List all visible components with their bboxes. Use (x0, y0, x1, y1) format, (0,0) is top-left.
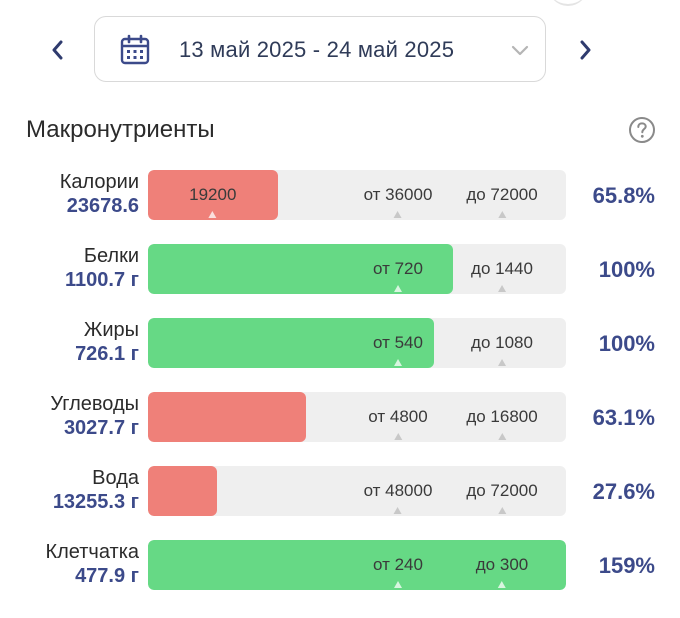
macro-row: Калории 23678.6 19200 от 36000 до 72000 65.8% (0, 170, 680, 220)
macro-label: Белки 1100.7 г (65, 244, 139, 292)
macro-progress-track: 19200 от 36000 до 72000 (148, 170, 566, 220)
macro-progress-fill (148, 244, 454, 294)
help-icon[interactable] (628, 116, 656, 144)
macro-percent: 100% (598, 257, 655, 282)
macro-progress-track: от 720 до 1440 (148, 244, 566, 294)
section-title: Макронутриенты (26, 116, 215, 143)
macro-label: Жиры 726.1 г (75, 318, 139, 366)
chevron-left-icon (52, 40, 63, 60)
macro-max-marker: до 300 (476, 540, 528, 590)
macro-name: Калории (59, 171, 139, 193)
macro-max-marker: до 1080 (471, 318, 533, 368)
macro-min-marker: от 4800 (368, 392, 428, 442)
macro-value: 13255.3 г (52, 491, 139, 513)
date-range-selector[interactable]: 13 май 2025 - 24 май 2025 (94, 16, 546, 82)
macro-max-marker: до 16800 (466, 392, 538, 442)
macro-progress-track: от 48000 до 72000 (148, 466, 566, 516)
macro-progress-fill (148, 466, 217, 516)
macro-value: 3027.7 г (63, 417, 139, 439)
macro-min-marker: от 720 (373, 244, 423, 294)
calendar-icon (120, 34, 150, 65)
macro-progress-fill (148, 392, 306, 442)
macro-label: Клетчатка 477.9 г (45, 540, 139, 588)
macro-value: 477.9 г (75, 565, 139, 587)
macro-value: 1100.7 г (65, 269, 139, 291)
macro-percent: 27.6% (592, 479, 655, 504)
macro-min-marker: от 540 (373, 318, 423, 368)
top-decoration (548, 0, 588, 6)
macro-label: Углеводы 3027.7 г (50, 392, 139, 440)
macro-max-marker: до 72000 (466, 170, 538, 220)
macro-name: Жиры (83, 319, 139, 341)
macro-row: Клетчатка 477.9 г от 240 до 300 159% (0, 540, 680, 590)
macro-progress-fill (148, 318, 435, 368)
macro-percent: 63.1% (592, 405, 655, 430)
chevron-down-icon (511, 45, 529, 56)
macro-max-marker: до 1440 (471, 244, 533, 294)
prev-period-button[interactable] (44, 36, 72, 64)
macro-progress-fill (148, 540, 566, 590)
next-period-button[interactable] (571, 36, 599, 64)
macro-progress-track: от 4800 до 16800 (148, 392, 566, 442)
macro-row: Вода 13255.3 г от 48000 до 72000 27.6% (0, 466, 680, 516)
macro-min-marker: от 48000 (364, 466, 432, 516)
macro-row: Белки 1100.7 г от 720 до 1440 100% (0, 244, 680, 294)
macro-name: Белки (83, 245, 139, 267)
macro-label: Калории 23678.6 (60, 170, 139, 218)
macro-max-marker: до 72000 (466, 466, 538, 516)
macro-label: Вода 13255.3 г (53, 466, 139, 514)
macro-progress-track: от 240 до 300 (148, 540, 566, 590)
macro-min-marker: от 36000 (364, 170, 432, 220)
macro-name: Клетчатка (45, 541, 139, 563)
macro-percent: 100% (598, 331, 655, 356)
macro-value: 726.1 г (75, 343, 139, 365)
macro-min-marker: от 240 (373, 540, 423, 590)
macro-name: Углеводы (50, 393, 139, 415)
macro-percent: 159% (598, 553, 655, 578)
macro-progress-track: от 540 до 1080 (148, 318, 566, 368)
macro-value: 23678.6 (66, 195, 139, 217)
macro-row: Углеводы 3027.7 г от 4800 до 16800 63.1% (0, 392, 680, 442)
macro-percent: 65.8% (592, 183, 655, 208)
macro-current-marker: 19200 (189, 170, 236, 220)
macro-name: Вода (92, 467, 139, 489)
date-range-text: 13 май 2025 - 24 май 2025 (179, 37, 455, 62)
macro-row: Жиры 726.1 г от 540 до 1080 100% (0, 318, 680, 368)
chevron-right-icon (580, 40, 591, 60)
